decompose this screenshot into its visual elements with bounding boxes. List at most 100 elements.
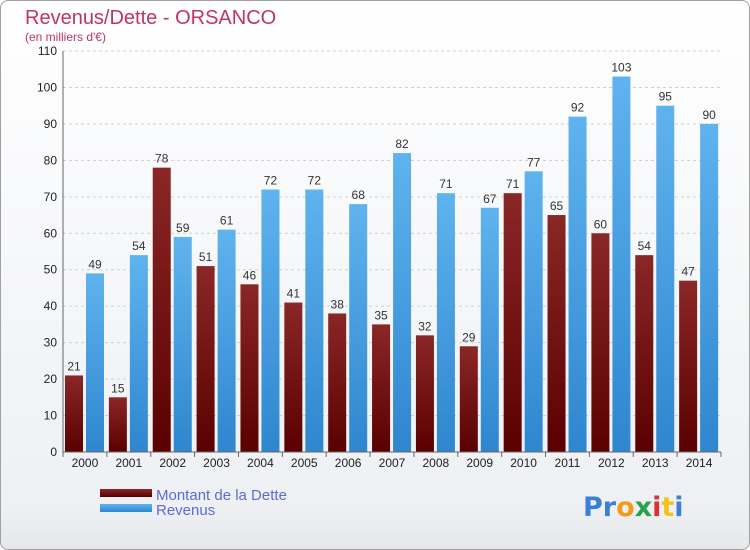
bar-revenus (656, 105, 675, 452)
data-label-revenus: 77 (527, 155, 541, 169)
logo-letter: o (616, 492, 635, 523)
data-label-debt: 29 (462, 330, 476, 344)
data-label-revenus: 92 (571, 101, 585, 115)
bar-debt (152, 167, 171, 452)
legend-label-debt: Montant de la Dette (156, 487, 287, 504)
x-tick-label: 2004 (247, 456, 274, 470)
x-tick-label: 2001 (115, 456, 142, 470)
x-tick-label: 2014 (686, 456, 713, 470)
bar-revenus (436, 193, 455, 452)
axes: 0 10 20 30 40 50 60 70 80 90 100 110 2000 2001 2002 200… (37, 44, 722, 470)
bar-debt (196, 266, 215, 452)
y-tick-label: 20 (44, 372, 58, 386)
data-label-debt: 35 (374, 308, 388, 322)
legend-swatch-debt (100, 489, 152, 497)
logo-letter: i (674, 492, 683, 523)
bar-revenus (217, 229, 236, 452)
data-label-revenus: 72 (308, 174, 322, 188)
bar-debt (108, 397, 127, 452)
data-label-revenus: 95 (659, 90, 673, 104)
data-label-debt: 21 (67, 359, 81, 373)
y-tick-label: 80 (44, 153, 58, 167)
data-label-revenus: 49 (88, 257, 102, 271)
bar-revenus (524, 171, 543, 453)
data-label-revenus: 61 (220, 214, 234, 228)
data-label-debt: 60 (594, 217, 608, 231)
bar-revenus (86, 273, 104, 452)
bar-revenus (480, 207, 499, 452)
y-tick-label: 100 (37, 80, 57, 94)
bar-revenus (393, 153, 412, 452)
data-label-debt: 32 (418, 319, 432, 333)
bar-revenus (305, 189, 324, 452)
legend: Montant de la Dette Revenus (100, 487, 287, 519)
data-label-debt: 41 (287, 287, 301, 301)
bar-revenus (700, 123, 719, 452)
bar-debt (372, 324, 391, 452)
y-tick-label: 0 (50, 445, 57, 459)
data-labels: 21 49 15 54 78 59 51 61 46 72 41 72 38 68 35 82 32 71 29 67… (67, 61, 716, 396)
bar-debt (459, 346, 478, 452)
bar-debt (679, 280, 698, 452)
data-label-debt: 78 (155, 152, 169, 166)
bar-debt (328, 313, 347, 452)
y-tick-label: 30 (44, 336, 58, 350)
data-label-revenus: 68 (352, 188, 366, 202)
legend-swatch-revenus (100, 504, 152, 512)
y-tick-label: 40 (44, 299, 58, 313)
logo-letter: r (603, 492, 617, 523)
x-tick-label: 2007 (379, 456, 406, 470)
x-tick-label: 2002 (159, 456, 186, 470)
data-label-revenus: 82 (395, 137, 409, 151)
data-label-revenus: 59 (176, 221, 190, 235)
data-label-debt: 15 (111, 381, 125, 395)
bar-debt (591, 233, 610, 452)
bar-revenus (261, 189, 280, 452)
data-label-revenus: 103 (611, 61, 631, 75)
bar-debt (503, 193, 522, 452)
bar-debt (415, 335, 434, 452)
y-tick-label: 110 (38, 44, 57, 58)
bar-debt (284, 302, 303, 452)
data-label-revenus: 71 (439, 177, 453, 191)
x-tick-label: 2009 (466, 456, 493, 470)
data-label-debt: 38 (331, 297, 345, 311)
legend-label-revenus: Revenus (156, 502, 215, 519)
data-label-debt: 54 (638, 239, 652, 253)
bar-debt (65, 375, 83, 452)
bar-revenus (129, 255, 148, 452)
chart-title: Revenus/Dette - ORSANCO (25, 7, 276, 29)
bar-debt (240, 284, 259, 452)
x-tick-label: 2008 (423, 456, 450, 470)
x-tick-label: 2005 (291, 456, 318, 470)
y-tick-label: 10 (44, 409, 58, 423)
proxiti-logo: Proxiti (583, 492, 684, 523)
x-tick-label: 2011 (555, 456, 581, 470)
bars (65, 76, 719, 453)
x-tick-label: 2010 (510, 456, 537, 470)
data-label-revenus: 54 (132, 239, 146, 253)
bar-revenus (349, 204, 368, 452)
y-tick-label: 70 (44, 190, 58, 204)
bar-revenus (173, 236, 192, 452)
x-tick-label: 2003 (203, 456, 230, 470)
x-tick-label: 2013 (642, 456, 669, 470)
x-tick-label: 2000 (72, 456, 99, 470)
y-tick-label: 60 (44, 226, 58, 240)
bar-debt (635, 255, 654, 452)
data-label-debt: 47 (681, 265, 695, 279)
data-label-debt: 71 (506, 177, 520, 191)
data-label-revenus: 67 (483, 192, 497, 206)
logo-letter: P (583, 492, 603, 523)
data-label-debt: 65 (550, 199, 564, 213)
bar-debt (547, 215, 566, 452)
gridlines (63, 50, 721, 453)
x-tick-label: 2012 (598, 456, 625, 470)
y-tick-label: 90 (44, 117, 58, 131)
data-label-debt: 46 (243, 268, 257, 282)
data-label-debt: 51 (199, 250, 213, 264)
data-label-revenus: 72 (264, 174, 278, 188)
logo-letter: x (635, 492, 652, 523)
